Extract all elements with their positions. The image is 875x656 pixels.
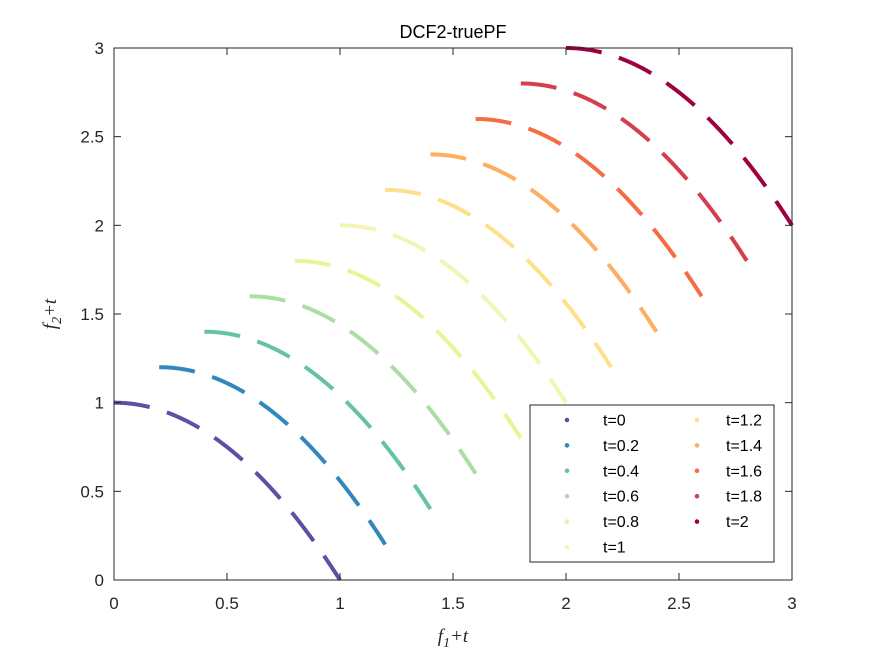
series-line-1 xyxy=(159,365,387,546)
x-tick-label: 2.5 xyxy=(667,594,691,613)
series-line-4 xyxy=(294,258,523,440)
series-line-0 xyxy=(113,400,342,582)
legend-entry-6: t=1.2 xyxy=(726,413,762,430)
x-axis-ticks: 0 0.5 1 1.5 2 2.5 3 xyxy=(109,48,797,613)
series-line-9 xyxy=(520,81,749,262)
legend-marker-2 xyxy=(564,468,570,474)
legend-entry-1: t=0.2 xyxy=(603,438,639,455)
series-line-2 xyxy=(204,329,433,511)
legend-marker-9 xyxy=(694,493,700,499)
series-line-5 xyxy=(339,223,568,404)
x-axis-label: f1+t xyxy=(438,626,469,651)
legend-marker-10 xyxy=(694,519,700,524)
legend-entry-8: t=1.6 xyxy=(726,463,762,480)
legend-marker-1 xyxy=(564,443,570,448)
x-tick-label: 2 xyxy=(561,594,570,613)
series-line-8 xyxy=(475,116,704,298)
legend-entry-7: t=1.4 xyxy=(726,438,762,455)
legend-marker-3 xyxy=(564,493,570,499)
x-axis-label-subscript: 1 xyxy=(443,636,450,651)
legend-entry-5: t=1 xyxy=(603,540,626,557)
y-axis-label-subscript: 2 xyxy=(50,317,65,324)
chart-title: DCF2-truePF xyxy=(399,22,506,42)
series-line-7 xyxy=(430,152,659,333)
x-tick-label: 0 xyxy=(109,594,118,613)
series-curves xyxy=(113,46,794,582)
x-axis-label-base: f xyxy=(438,626,446,647)
legend-marker-7 xyxy=(694,443,700,448)
legend-marker-6 xyxy=(694,417,700,423)
legend-box xyxy=(529,404,775,563)
legend-marker-4 xyxy=(564,519,570,524)
series-line-10 xyxy=(565,46,794,227)
x-tick-label: 1 xyxy=(335,594,344,613)
legend-entry-10: t=2 xyxy=(726,514,749,531)
x-tick-label: 0.5 xyxy=(215,594,239,613)
y-tick-label: 2 xyxy=(95,216,104,235)
legend-marker-8 xyxy=(694,468,700,474)
legend-entry-0: t=0 xyxy=(603,413,626,430)
legend: t=0 t=0.2 t=0.4 t=0.6 t=0.8 t=1 t=1.2 t=1.4 t=1.… xyxy=(529,404,775,563)
series-line-3 xyxy=(249,294,478,475)
x-tick-label: 1.5 xyxy=(441,594,465,613)
y-axis-label-base: f xyxy=(40,321,61,329)
legend-entry-3: t=0.6 xyxy=(603,489,639,506)
x-tick-label: 3 xyxy=(787,594,796,613)
y-tick-label: 0 xyxy=(95,571,104,590)
y-axis-ticks: 0 0.5 1 1.5 2 2.5 3 xyxy=(80,39,792,590)
legend-entry-2: t=0.4 xyxy=(603,463,639,480)
legend-marker-0 xyxy=(564,417,570,423)
y-tick-label: 1.5 xyxy=(80,305,104,324)
y-axis-label-rest: +t xyxy=(40,298,61,317)
legend-entry-9: t=1.8 xyxy=(726,489,762,506)
y-tick-label: 0.5 xyxy=(80,482,104,501)
x-axis-label-rest: +t xyxy=(450,626,469,647)
legend-entry-4: t=0.8 xyxy=(603,514,639,531)
y-tick-label: 2.5 xyxy=(80,128,104,147)
y-axis-label: f2+t xyxy=(40,298,65,329)
y-tick-label: 1 xyxy=(95,394,104,413)
y-tick-label: 3 xyxy=(95,39,104,58)
series-line-6 xyxy=(385,187,613,369)
legend-marker-5 xyxy=(564,544,570,550)
